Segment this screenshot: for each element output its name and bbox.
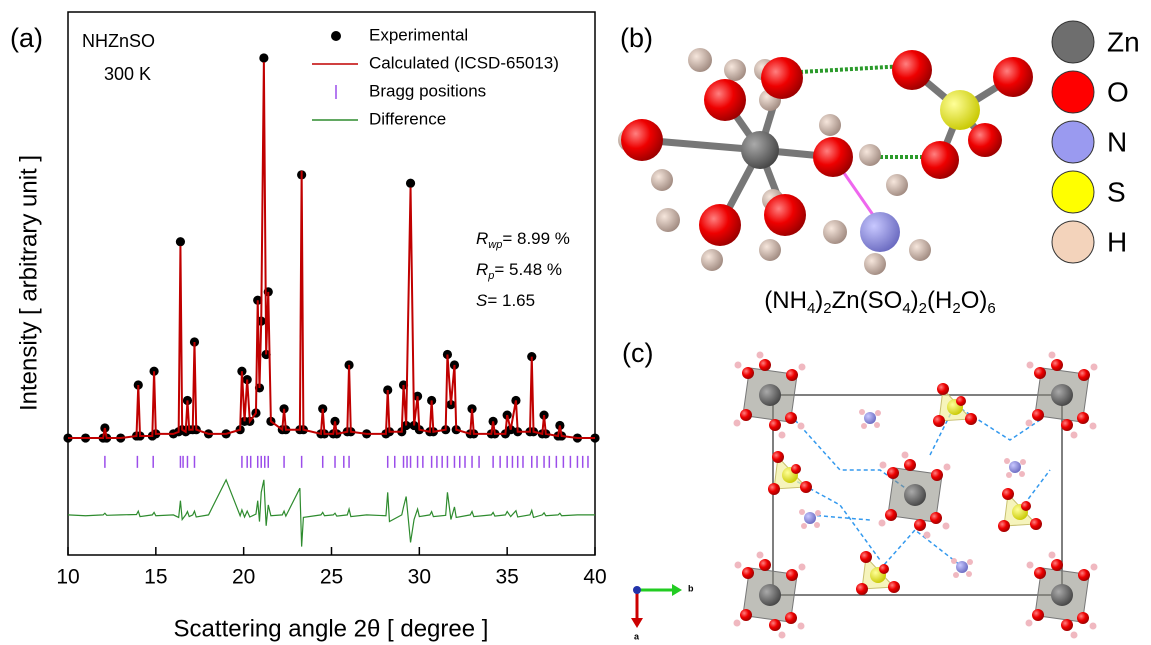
element-swatch [1052, 221, 1094, 263]
element-label: H [1107, 226, 1127, 257]
formula: (NH4)2Zn(SO4)2(H2O)6 [764, 287, 995, 317]
annotation-symbol: R [476, 260, 488, 279]
zn-octahedron [734, 552, 806, 639]
x-tick-label: 35 [495, 566, 518, 589]
element-label: N [1107, 126, 1127, 157]
figure: (a) NHZnSO 300 K Scattering angle 2θ [ d… [0, 0, 1151, 645]
unit-cell [734, 352, 1098, 639]
formula-text: ) [911, 287, 919, 314]
annotation-subscript: p [487, 270, 494, 282]
legend-label: Difference [369, 109, 446, 128]
panel-label: (a) [10, 23, 43, 53]
formula-subscript: 4 [902, 300, 910, 317]
x-tick-label: 40 [583, 566, 606, 589]
x-tick-label: 10 [56, 566, 79, 589]
data-point [406, 179, 415, 188]
legend-label: Calculated (ICSD-65013) [369, 53, 559, 72]
plot-area: 10 15 20 25 30 35 40 Experimental Calculated (IC… [56, 25, 606, 588]
element-swatch [1052, 71, 1094, 113]
molecule-b [618, 48, 1033, 275]
formula-subscript: 6 [987, 300, 995, 317]
fit-annotation: Rwp= 8.99 % [476, 229, 570, 250]
x-tick-label: 15 [144, 566, 167, 589]
formula-subscript: 2 [952, 300, 960, 317]
fit-annotation: S= 1.65 [476, 291, 535, 310]
ammonium [1004, 458, 1026, 478]
y-axis-label: Intensity [ arbitrary unit ] [15, 155, 42, 411]
plot-frame [68, 12, 595, 555]
annotation-symbol: S [476, 291, 488, 310]
fit-annotation: Rp= 5.48 % [476, 260, 562, 281]
legend-label: Experimental [369, 25, 468, 44]
series-line [68, 480, 595, 547]
annotation-value: = 8.99 % [502, 229, 570, 248]
sulfate [933, 383, 977, 427]
legend-swatch [331, 31, 341, 41]
axis-a-label: a [634, 631, 640, 641]
sulfate [768, 451, 812, 495]
x-tick-label: 25 [320, 566, 343, 589]
x-axis-label: Scattering angle 2θ [ degree ] [174, 615, 489, 642]
formula-text: Zn(SO [832, 287, 903, 314]
formula-subscript: 2 [823, 300, 831, 317]
element-label: S [1107, 176, 1126, 207]
element-label: Zn [1107, 26, 1140, 57]
data-point [259, 53, 268, 62]
temperature-label: 300 K [104, 64, 151, 84]
element-label: O [1107, 76, 1129, 107]
legend-label: Bragg positions [369, 81, 486, 100]
element-swatch [1052, 21, 1094, 63]
zn-octahedron [879, 452, 951, 539]
annotation-value: = 1.65 [487, 291, 535, 310]
formula-text: (H [927, 287, 952, 314]
sample-label: NHZnSO [82, 31, 155, 51]
element-swatch [1052, 121, 1094, 163]
formula-subscript: 4 [807, 300, 815, 317]
data-point [176, 237, 185, 246]
panel-label: (c) [622, 338, 653, 368]
annotation-symbol: R [476, 229, 488, 248]
ammonium [859, 409, 881, 429]
x-tick-label: 30 [408, 566, 431, 589]
ammonium [951, 558, 973, 578]
ammonium [799, 509, 821, 529]
annotation-value: = 5.48 % [494, 260, 562, 279]
formula-subscript: 2 [919, 300, 927, 317]
element-swatch [1052, 171, 1094, 213]
formula-text: O) [961, 287, 988, 314]
axis-b-label: b [688, 583, 694, 593]
formula-text: ) [815, 287, 823, 314]
formula-text: (NH [764, 287, 807, 314]
panel-label: (b) [620, 23, 653, 53]
axes-compass: b a [631, 583, 694, 641]
x-tick-label: 20 [232, 566, 255, 589]
series-line [68, 62, 595, 438]
zn-octahedron [734, 352, 806, 439]
sulfate [998, 488, 1042, 532]
annotation-subscript: wp [488, 239, 502, 251]
